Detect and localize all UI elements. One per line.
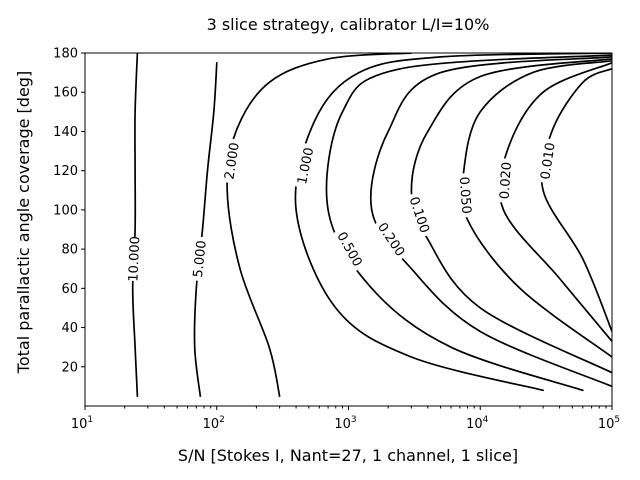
- x-axis-label: S/N [Stokes I, Nant=27, 1 channel, 1 sli…: [178, 446, 518, 465]
- contour-line-0.200: [369, 56, 612, 388]
- y-tick-label: 80: [61, 243, 78, 258]
- x-tick-label: 102: [203, 415, 225, 432]
- x-tick-label: 101: [71, 415, 93, 432]
- contour-label-0.200: 0.200: [374, 220, 407, 259]
- y-tick-label: 120: [53, 164, 78, 179]
- chart-title: 3 slice strategy, calibrator L/I=10%: [207, 15, 490, 34]
- y-axis-label: Total parallactic angle coverage [deg]: [14, 71, 33, 374]
- contour-line-0.020: [498, 61, 612, 343]
- contour-label-1.000: 1.000: [295, 146, 317, 185]
- y-tick-label: 20: [61, 360, 78, 375]
- y-tick-label: 60: [61, 282, 78, 297]
- y-tick-label: 100: [53, 203, 78, 218]
- contour-line-0.050: [460, 59, 612, 358]
- x-tick-label: 104: [466, 415, 489, 432]
- contour-label-2.000: 2.000: [222, 142, 242, 181]
- contour-label-10.000: 10.000: [126, 236, 143, 282]
- y-tick-label: 160: [53, 86, 78, 101]
- contour-label-5.000: 5.000: [191, 240, 210, 279]
- axes: 101 102 103 104 105 20 40 60 80 100 120 140 160 180: [53, 47, 620, 433]
- contour-line-0.100: [410, 58, 612, 374]
- contour-line-0.010: [540, 67, 612, 333]
- contour-line-1.000: [294, 53, 612, 392]
- contour-line-5.000: [193, 61, 218, 398]
- x-tick-label: 105: [598, 415, 620, 432]
- contour-line-0.500: [325, 54, 612, 392]
- y-tick-label: 40: [61, 321, 78, 336]
- contour-label-0.020: 0.020: [498, 162, 515, 200]
- contour-label-0.050: 0.050: [456, 176, 474, 214]
- contour-label-0.500: 0.500: [333, 230, 364, 270]
- y-tick-label: 140: [53, 125, 78, 140]
- contour-label-0.010: 0.010: [538, 142, 558, 181]
- x-tick-label: 103: [334, 415, 356, 432]
- y-tick-label: 180: [53, 47, 78, 62]
- contour-line-10.000: [131, 53, 139, 398]
- plot-frame: [84, 52, 613, 407]
